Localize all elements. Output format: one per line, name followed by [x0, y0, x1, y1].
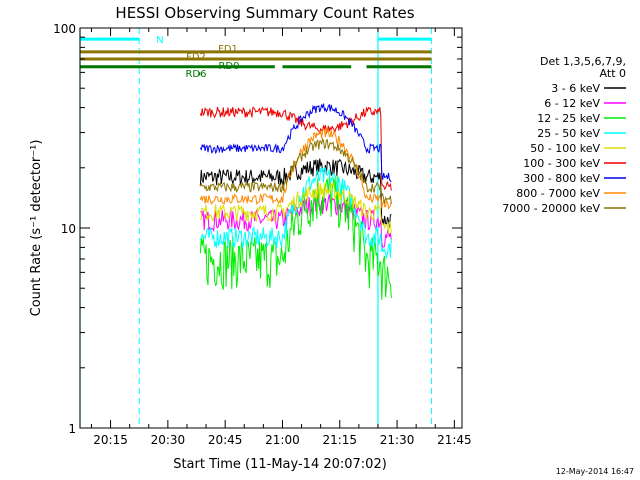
x-tick-label: 21:15 [322, 433, 357, 447]
axes: 20:15 20:30 20:45 21:00 21:15 21:30 21:45 1 10 10… [53, 22, 472, 447]
legend-entry-label: 7000 - 20000 keV [502, 202, 600, 215]
generated-timestamp: 12-May-2014 16:47 [555, 467, 634, 476]
legend-entry-label: 800 - 7000 keV [516, 187, 600, 200]
series-line-4 [200, 182, 392, 234]
legend-entry-label: 25 - 50 keV [537, 127, 600, 140]
plot-area [79, 28, 432, 428]
y-tick-label: 1 [68, 422, 76, 436]
legend-entry-label: 6 - 12 keV [544, 97, 600, 110]
series-line-0 [199, 158, 392, 228]
legend: Det 1,3,5,6,7,9,Att 03 - 6 keV 6 - 12 keV… [502, 55, 626, 215]
chart-title: HESSI Observing Summary Count Rates [115, 4, 414, 22]
y-tick-label: 10 [61, 222, 76, 236]
series-lines [199, 103, 392, 300]
series-line-5 [199, 106, 392, 191]
legend-entry-label: 300 - 800 keV [523, 172, 600, 185]
y-tick-label: 100 [53, 22, 76, 36]
legend-entry-label: 12 - 25 keV [537, 112, 600, 125]
flag-label-rd0: RD0 [218, 61, 239, 72]
instrument-flags: N FD1 FD2 RD0 RD6 [80, 35, 432, 80]
legend-entry-label: 3 - 6 keV [551, 82, 600, 95]
x-tick-label: 20:30 [151, 433, 186, 447]
flag-label-fd2: FD2 [186, 52, 206, 63]
series-line-2 [199, 175, 392, 300]
plot-frame [79, 27, 463, 429]
flag-label-n: N [156, 35, 163, 46]
flag-label-rd6: RD6 [185, 69, 206, 80]
x-tick-label: 20:45 [208, 433, 243, 447]
series-line-8 [199, 137, 392, 205]
legend-entry-label: 100 - 300 keV [523, 157, 600, 170]
x-tick-label: 21:45 [437, 433, 472, 447]
x-tick-label: 21:00 [265, 433, 300, 447]
x-tick-label: 20:15 [93, 433, 128, 447]
legend-title-line: Det 1,3,5,6,7,9, [540, 55, 626, 68]
series-line-6 [199, 103, 392, 182]
x-tick-label: 21:30 [380, 433, 415, 447]
series-line-3 [199, 166, 392, 259]
legend-entry-label: 50 - 100 keV [530, 142, 600, 155]
x-axis-label: Start Time (11-May-14 20:07:02) [173, 457, 387, 472]
flag-label-fd1: FD1 [218, 44, 238, 55]
series-line-7 [199, 127, 392, 211]
legend-title-line: Att 0 [600, 67, 626, 80]
y-axis-label: Count Rate (s⁻¹ detector⁻¹) [29, 140, 44, 317]
